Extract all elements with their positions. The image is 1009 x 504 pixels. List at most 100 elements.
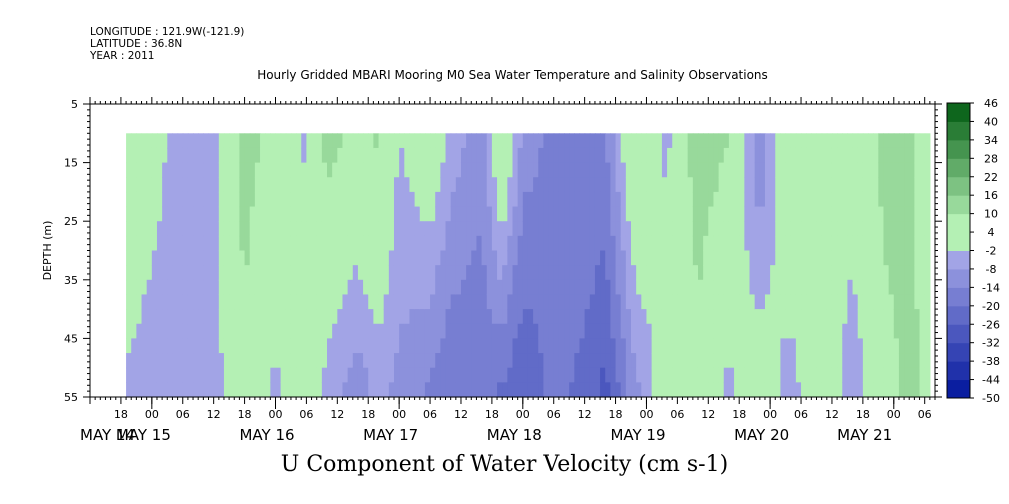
heatmap-cell <box>795 221 802 237</box>
heatmap-cell <box>687 265 694 281</box>
heatmap-cell <box>677 177 684 193</box>
heatmap-cell <box>831 382 838 398</box>
heatmap-cell <box>857 309 864 325</box>
heatmap-cell <box>883 133 890 149</box>
heatmap-cell <box>744 338 751 354</box>
heatmap-cell <box>450 338 457 354</box>
heatmap-cell <box>460 191 467 208</box>
heatmap-cell <box>388 367 395 383</box>
heatmap-cell <box>213 162 220 178</box>
heatmap-cell <box>270 221 277 237</box>
heatmap-cell <box>419 338 426 354</box>
heatmap-cell <box>842 162 849 178</box>
heatmap-cell <box>342 133 349 149</box>
heatmap-cell <box>249 382 256 398</box>
heatmap-cell <box>512 177 519 193</box>
heatmap-cell <box>636 177 642 193</box>
heatmap-cell <box>466 338 472 354</box>
heatmap-cell <box>790 279 797 296</box>
heatmap-cell <box>167 265 174 281</box>
heatmap-cell <box>708 294 715 310</box>
heatmap-cell <box>285 133 292 149</box>
heatmap-cell <box>754 294 761 310</box>
heatmap-cell <box>399 177 405 193</box>
heatmap-cell <box>136 221 143 237</box>
heatmap-cell <box>476 353 483 369</box>
heatmap-cell <box>471 367 478 383</box>
heatmap-cell <box>687 279 694 296</box>
x-hour-label: 18 <box>609 408 623 421</box>
heatmap-cell <box>636 133 642 149</box>
heatmap-cell <box>162 309 168 325</box>
heatmap-cell <box>260 221 266 237</box>
heatmap-cell <box>605 367 611 383</box>
heatmap-cell <box>198 323 204 339</box>
heatmap-cell <box>244 250 251 266</box>
heatmap-cell <box>460 338 467 354</box>
heatmap-cell <box>795 133 802 149</box>
heatmap-cell <box>533 353 539 369</box>
heatmap-cell <box>831 133 838 149</box>
heatmap-cell <box>625 206 632 222</box>
heatmap-cell <box>703 279 709 296</box>
heatmap-cell <box>708 235 715 252</box>
heatmap-cell <box>713 250 720 266</box>
heatmap-cell <box>661 133 668 149</box>
heatmap-cell <box>842 294 849 310</box>
heatmap-cell <box>739 177 745 193</box>
heatmap-cell <box>460 382 467 398</box>
colorbar-swatch <box>947 324 970 344</box>
heatmap-cell <box>260 323 266 339</box>
heatmap-cell <box>692 338 699 354</box>
heatmap-cell <box>440 367 447 383</box>
heatmap-cell <box>450 309 457 325</box>
heatmap-cell <box>584 294 591 310</box>
heatmap-cell <box>460 309 467 325</box>
heatmap-cell <box>419 133 426 149</box>
heatmap-cell <box>847 235 854 252</box>
heatmap-cell <box>244 206 251 222</box>
heatmap-cell <box>682 147 689 164</box>
heatmap-cell <box>337 191 344 208</box>
heatmap-cell <box>321 309 328 325</box>
heatmap-cell <box>837 133 843 149</box>
heatmap-cell <box>811 323 818 339</box>
heatmap-cell <box>610 265 617 281</box>
heatmap-cell <box>651 294 658 310</box>
heatmap-cell <box>697 338 704 354</box>
heatmap-cell <box>388 235 395 252</box>
heatmap-cell <box>713 133 720 149</box>
heatmap-cell <box>368 367 374 383</box>
heatmap-cell <box>661 323 668 339</box>
heatmap-cell <box>770 323 776 339</box>
heatmap-cell <box>337 235 344 252</box>
heatmap-cell <box>594 323 601 339</box>
heatmap-cell <box>878 206 885 222</box>
heatmap-cell <box>187 323 194 339</box>
heatmap-cell <box>713 353 720 369</box>
heatmap-cell <box>229 279 235 296</box>
heatmap-cell <box>739 162 745 178</box>
heatmap-cell <box>713 221 720 237</box>
heatmap-cell <box>620 323 627 339</box>
heatmap-cell <box>759 177 766 193</box>
heatmap-cell <box>311 265 318 281</box>
heatmap-cell <box>327 323 333 339</box>
heatmap-cell <box>275 221 282 237</box>
heatmap-cell <box>476 191 483 208</box>
heatmap-cell <box>543 353 550 369</box>
heatmap-cell <box>409 309 416 325</box>
heatmap-cell <box>213 309 220 325</box>
heatmap-cell <box>898 133 905 149</box>
colorbar-swatch <box>947 287 970 307</box>
heatmap-cell <box>172 353 179 369</box>
heatmap-cell <box>424 353 431 369</box>
heatmap-cell <box>538 133 545 149</box>
heatmap-cell <box>548 133 555 149</box>
heatmap-cell <box>481 265 488 281</box>
heatmap-cell <box>131 162 137 178</box>
heatmap-cell <box>831 235 838 252</box>
heatmap-cell <box>852 206 859 222</box>
heatmap-cell <box>543 235 550 252</box>
heatmap-cell <box>749 162 756 178</box>
